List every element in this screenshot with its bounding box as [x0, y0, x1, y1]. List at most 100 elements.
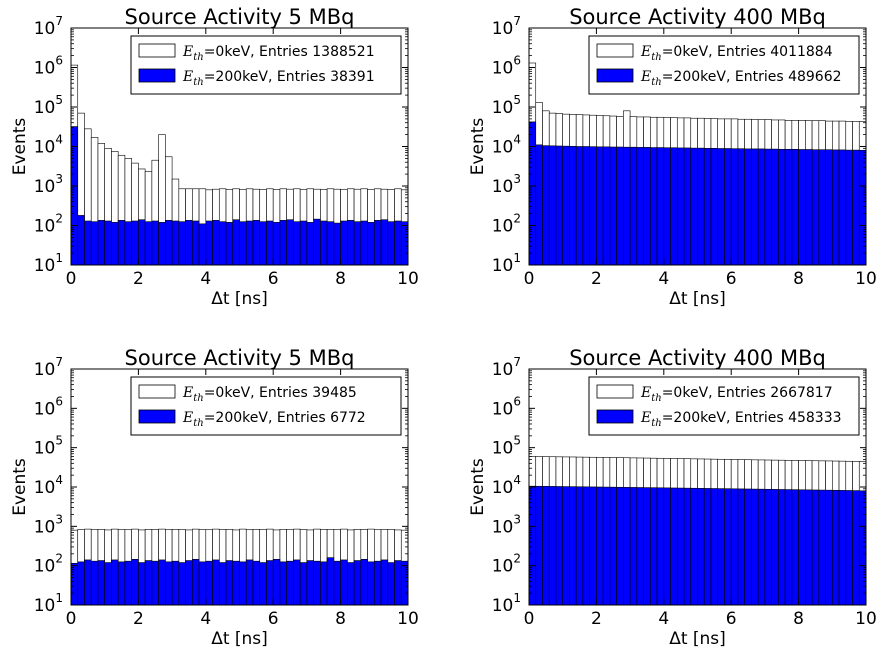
- bar: [138, 562, 146, 606]
- bar: [360, 220, 368, 266]
- bar: [117, 561, 126, 606]
- y-tick-label: 107: [492, 14, 521, 39]
- bar: [656, 487, 665, 606]
- bar: [138, 219, 146, 266]
- legend-box: [130, 35, 402, 95]
- bar: [252, 560, 261, 606]
- bar: [347, 562, 355, 606]
- bar: [259, 562, 267, 606]
- bar: [117, 220, 126, 266]
- bar: [387, 562, 395, 606]
- bar: [818, 489, 826, 606]
- bar: [84, 559, 92, 606]
- bar: [367, 561, 375, 606]
- legend-box: [130, 376, 402, 436]
- bar: [596, 486, 604, 606]
- bar: [798, 149, 806, 266]
- bar: [151, 220, 159, 266]
- bar: [676, 487, 685, 606]
- bar: [751, 488, 759, 606]
- bar: [104, 562, 112, 606]
- bar: [286, 560, 294, 606]
- bar: [320, 561, 328, 606]
- bar: [670, 487, 678, 606]
- bar: [286, 219, 294, 266]
- bar: [185, 220, 193, 266]
- bar: [70, 126, 79, 266]
- bar: [353, 221, 362, 266]
- bar: [575, 486, 584, 606]
- bar: [724, 148, 732, 266]
- bar: [245, 220, 254, 266]
- y-tick-label: 104: [34, 473, 63, 498]
- bar: [293, 221, 301, 266]
- bar: [326, 221, 335, 266]
- x-tick-label: 6: [268, 269, 279, 289]
- y-tick-label: 106: [34, 54, 63, 79]
- bar: [151, 560, 159, 606]
- bar: [293, 559, 301, 606]
- bar: [825, 149, 833, 266]
- bar: [629, 146, 638, 266]
- bar: [239, 561, 247, 606]
- chart-title: Source Activity 5 MBq: [125, 346, 355, 370]
- bar: [542, 486, 550, 606]
- x-tick-label: 4: [200, 269, 211, 289]
- bar: [165, 561, 173, 606]
- bar: [313, 218, 321, 266]
- bar: [609, 146, 617, 266]
- bar: [313, 560, 321, 606]
- legend-label: Eth=0keV, Entries 1388521: [182, 44, 375, 63]
- legend-swatch: [138, 43, 176, 58]
- bar: [279, 561, 287, 606]
- bar: [306, 560, 314, 606]
- bar: [205, 220, 213, 266]
- bar: [683, 147, 692, 266]
- bar: [306, 222, 314, 266]
- series-eth-200kev: [70, 557, 409, 606]
- y-tick-label: 104: [492, 133, 521, 158]
- bar: [751, 148, 759, 266]
- bar: [845, 149, 853, 266]
- bar: [737, 148, 745, 266]
- bar: [744, 148, 752, 266]
- y-tick-label: 102: [492, 552, 521, 577]
- bar: [656, 147, 665, 266]
- bar: [784, 148, 793, 266]
- bar: [744, 488, 752, 606]
- bar: [380, 559, 389, 606]
- x-tick-label: 4: [658, 269, 669, 289]
- bar: [757, 148, 766, 266]
- bar: [185, 560, 193, 606]
- bar: [818, 149, 826, 266]
- bar: [333, 560, 341, 606]
- bar: [852, 149, 860, 266]
- bar: [596, 146, 604, 266]
- bar: [771, 148, 779, 266]
- bar: [124, 221, 132, 266]
- bar: [528, 121, 537, 266]
- bar: [650, 147, 658, 266]
- bar: [764, 488, 772, 606]
- y-tick-label: 101: [34, 591, 63, 616]
- bar: [535, 485, 543, 606]
- legend-swatch: [596, 68, 634, 83]
- bar: [245, 559, 254, 606]
- bar: [582, 146, 590, 266]
- chart-panel-1: 101 102 103 104 105 106 107 0 2 4 6 8 10 Source Activ…: [10, 5, 419, 309]
- x-tick-label: 10: [397, 609, 419, 629]
- bar: [582, 486, 590, 606]
- bar: [360, 559, 368, 606]
- bar: [158, 222, 166, 266]
- x-axis-label: Δt [ns]: [669, 629, 726, 649]
- bar: [198, 223, 207, 266]
- bar: [717, 488, 725, 606]
- bar: [724, 488, 732, 606]
- legend: Eth=0keV, Entries 2667817 Eth=200keV, Ent…: [588, 376, 860, 436]
- legend-swatch: [138, 68, 176, 83]
- bar: [784, 489, 793, 606]
- x-tick-label: 4: [200, 609, 211, 629]
- bar: [548, 145, 557, 266]
- bar: [575, 146, 584, 266]
